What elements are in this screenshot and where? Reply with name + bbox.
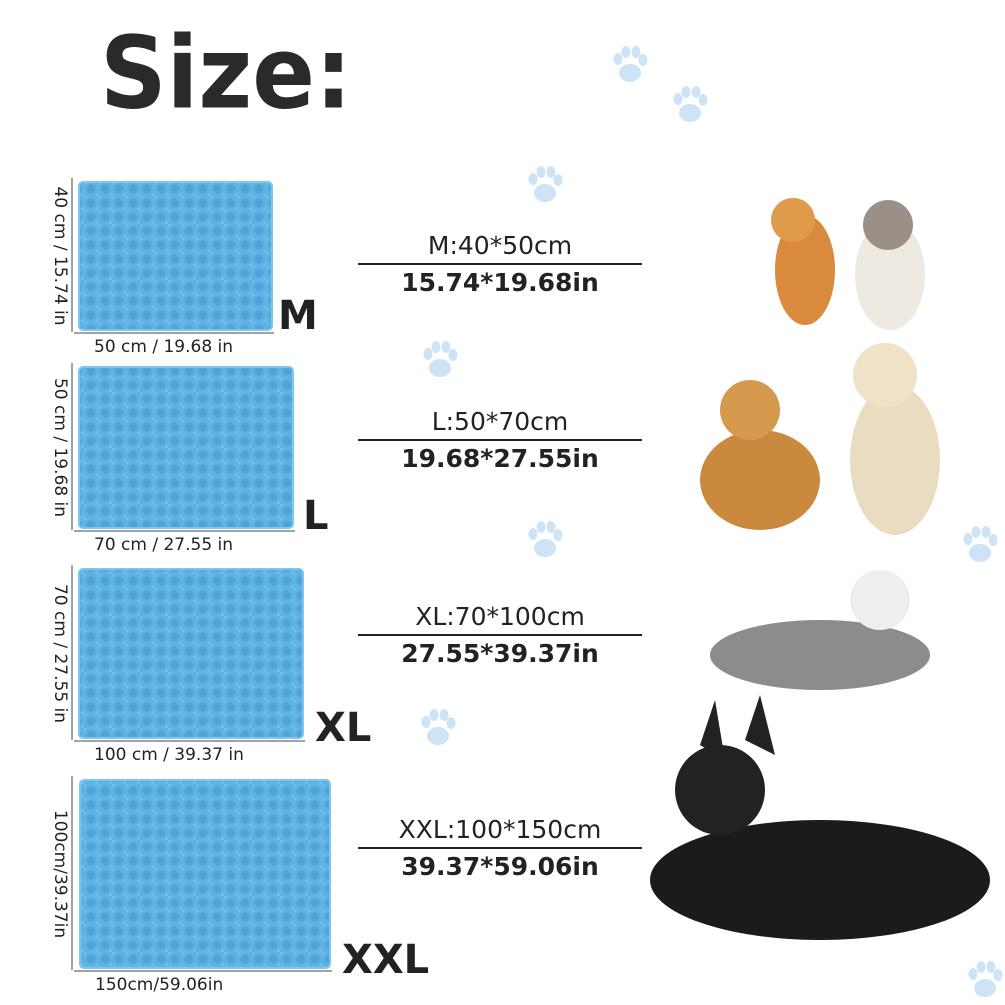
height-label: 40 cm / 15.74 in — [50, 186, 70, 325]
width-label: 100 cm / 39.37 in — [94, 745, 244, 765]
metric: M:40*50cm — [428, 231, 572, 260]
size-name: XL — [315, 705, 371, 751]
height-label: 70 cm / 27.55 in — [50, 584, 70, 723]
mat — [78, 366, 294, 529]
width-label: 70 cm / 27.55 in — [94, 535, 233, 555]
title: Size: — [100, 14, 352, 131]
imperial: 27.55*39.37in — [401, 639, 599, 668]
imperial: 39.37*59.06in — [401, 852, 599, 881]
mat — [78, 181, 273, 331]
imperial: 19.68*27.55in — [401, 444, 599, 473]
metric: XXL:100*150cm — [399, 815, 602, 844]
size-name: M — [278, 293, 318, 339]
mat — [79, 779, 331, 969]
metric: L:50*70cm — [432, 407, 569, 436]
metric: XL:70*100cm — [415, 602, 585, 631]
animals — [650, 198, 990, 940]
height-label: 50 cm / 19.68 in — [50, 378, 70, 517]
width-label: 50 cm / 19.68 in — [94, 337, 233, 357]
imperial: 15.74*19.68in — [401, 268, 599, 297]
size-name: L — [303, 493, 329, 539]
size-name: XXL — [342, 937, 429, 983]
height-label: 100cm/39.37in — [50, 810, 70, 938]
mat — [78, 568, 304, 739]
width-label: 150cm/59.06in — [95, 975, 223, 995]
